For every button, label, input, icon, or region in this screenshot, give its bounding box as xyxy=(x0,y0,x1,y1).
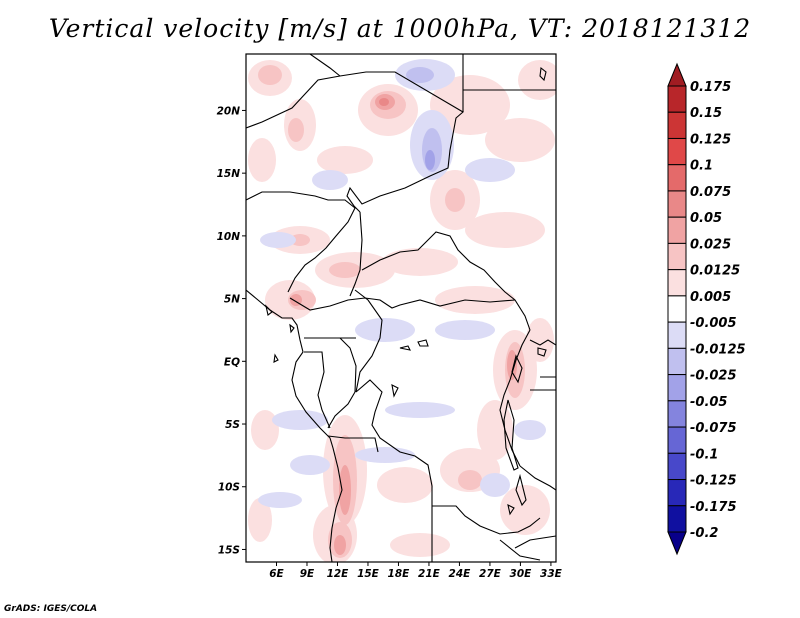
colorbar-swatch xyxy=(667,295,687,323)
lon-tick-label: 6E xyxy=(269,568,284,580)
colorbar-swatch xyxy=(667,505,687,533)
lon-tick-label: 33E xyxy=(540,568,563,580)
colorbar-swatch xyxy=(667,452,687,481)
lat-tick-label: 5S xyxy=(225,419,240,431)
lat-tick-label: 10S xyxy=(218,482,240,494)
map-frame xyxy=(245,53,557,563)
colorbar-label: 0.15 xyxy=(690,106,722,121)
colorbar-bottom-arrow xyxy=(667,531,687,556)
credit-text: GrADS: IGES/COLA xyxy=(4,604,98,614)
colorbar: 0.175 0.15 0.125 0.1 0.075 0.05 0.025 0.0125 0.0… xyxy=(667,62,746,556)
lon-tick-label: 30E xyxy=(510,568,533,580)
colorbar-label: 0.005 xyxy=(690,290,731,305)
colorbar-top-arrow xyxy=(667,62,687,87)
lat-tick-label: 5N xyxy=(224,294,240,306)
colorbar-swatch xyxy=(667,269,687,297)
colorbar-swatch xyxy=(667,400,687,428)
lon-tick-label: 21E xyxy=(418,568,441,580)
velocity-field xyxy=(248,59,556,562)
colorbar-swatch xyxy=(667,85,687,113)
colorbar-swatch xyxy=(667,216,687,244)
lat-tick-label: 10N xyxy=(217,231,241,243)
colorbar-label: 0.175 xyxy=(690,80,731,95)
colorbar-label: -0.025 xyxy=(690,369,737,384)
lon-tick-label: 24E xyxy=(449,568,472,580)
lon-tick-label: 15E xyxy=(357,568,380,580)
lon-tick-label: 9E xyxy=(300,568,315,580)
colorbar-swatch xyxy=(667,321,687,349)
colorbar-swatch xyxy=(667,190,687,218)
lon-tick-label: 18E xyxy=(388,568,411,580)
country-boundaries xyxy=(246,54,556,562)
colorbar-label: 0.025 xyxy=(690,237,731,252)
lon-tick-label: 12E xyxy=(327,568,350,580)
axis-labels: 6E 9E 12E 15E 18E 21E 24E 27E 30E 33E 20N 15N 10N 5N E… xyxy=(217,105,563,580)
colorbar-label: 0.1 xyxy=(690,159,713,174)
colorbar-label: -0.075 xyxy=(690,421,737,436)
colorbar-label: -0.0125 xyxy=(690,342,746,357)
colorbar-label: -0.05 xyxy=(690,395,727,410)
colorbar-swatch xyxy=(667,479,687,507)
colorbar-label: 0.0125 xyxy=(690,264,740,279)
lat-tick-label: 15N xyxy=(217,168,241,180)
colorbar-label: -0.125 xyxy=(690,474,737,489)
coastline xyxy=(246,289,343,562)
colorbar-swatch xyxy=(667,242,687,271)
lat-tick-label: 20N xyxy=(217,105,241,117)
map-title: Vertical velocity [m/s] at 1000hPa, VT: … xyxy=(48,14,752,43)
colorbar-label: 0.075 xyxy=(690,185,731,200)
colorbar-swatch xyxy=(667,111,687,139)
lat-tick-label: 15S xyxy=(218,544,240,556)
lon-tick-label: 27E xyxy=(479,568,502,580)
colorbar-label: -0.175 xyxy=(690,500,737,515)
axis-ticks xyxy=(242,109,552,566)
colorbar-label: -0.005 xyxy=(690,316,737,331)
colorbar-label: 0.05 xyxy=(690,211,722,226)
colorbar-label: -0.2 xyxy=(690,526,718,541)
colorbar-swatch xyxy=(667,426,687,454)
colorbar-label: 0.125 xyxy=(690,132,731,147)
colorbar-swatch xyxy=(667,137,687,166)
colorbar-label: -0.1 xyxy=(690,447,718,462)
colorbar-swatch xyxy=(667,347,687,376)
lat-tick-label: EQ xyxy=(224,356,240,368)
colorbar-swatch xyxy=(667,374,687,402)
colorbar-swatch xyxy=(667,164,687,192)
lakes xyxy=(273,66,547,516)
